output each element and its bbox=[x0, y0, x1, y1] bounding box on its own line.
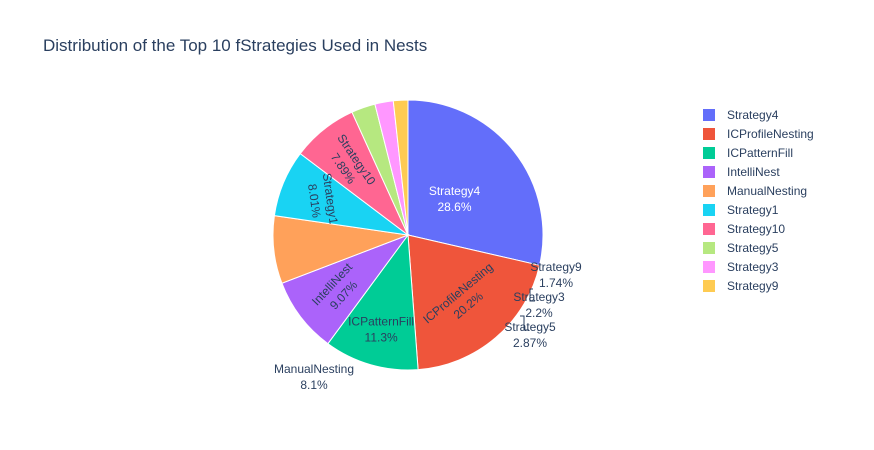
legend-item-strategy4[interactable]: Strategy4 bbox=[703, 108, 779, 122]
legend-item-icpattern-fill[interactable]: ICPatternFill bbox=[703, 146, 793, 160]
pie-slices bbox=[272, 99, 544, 371]
legend-swatch bbox=[703, 109, 715, 121]
slice-strategy4[interactable] bbox=[407, 99, 544, 266]
legend-label: ICProfileNesting bbox=[727, 127, 814, 141]
slice-label-icpattern-fill: ICPatternFill 11.3% bbox=[348, 314, 414, 344]
chart-title: Distribution of the Top 10 fStrategies U… bbox=[43, 36, 427, 55]
legend-item-strategy10[interactable]: Strategy10 bbox=[703, 222, 785, 236]
legend-swatch bbox=[703, 204, 715, 216]
legend-item-strategy3[interactable]: Strategy3 bbox=[703, 260, 779, 274]
legend-label: Strategy10 bbox=[727, 222, 785, 236]
legend-item-manual-nesting[interactable]: ManualNesting bbox=[703, 184, 807, 198]
legend-item-intelli-nest[interactable]: IntelliNest bbox=[703, 165, 780, 179]
slice-strategy9[interactable] bbox=[392, 99, 409, 236]
legend-swatch bbox=[703, 223, 715, 235]
legend-swatch bbox=[703, 147, 715, 159]
leader-line-strategy3 bbox=[529, 288, 535, 302]
legend-label: ICPatternFill bbox=[727, 146, 793, 160]
legend-item-strategy1[interactable]: Strategy1 bbox=[703, 203, 779, 217]
slice-label-strategy9: Strategy9 1.74% bbox=[530, 260, 582, 290]
legend: Strategy4 ICProfileNesting ICPatternFill In… bbox=[703, 108, 814, 293]
slice-icprofile-nesting[interactable] bbox=[407, 234, 541, 371]
legend-swatch bbox=[703, 185, 715, 197]
slice-label-strategy4: Strategy4 28.6% bbox=[429, 184, 481, 214]
legend-label: Strategy1 bbox=[727, 203, 779, 217]
slice-label-strategy3: Strategy3 2.2% bbox=[513, 290, 565, 320]
legend-swatch bbox=[703, 166, 715, 178]
legend-item-strategy9[interactable]: Strategy9 bbox=[703, 279, 779, 293]
legend-swatch bbox=[703, 128, 715, 140]
legend-item-icprofile-nesting[interactable]: ICProfileNesting bbox=[703, 127, 814, 141]
slice-icpattern-fill[interactable] bbox=[327, 233, 419, 371]
legend-swatch bbox=[703, 280, 715, 292]
legend-swatch bbox=[703, 261, 715, 273]
leader-line-strategy5 bbox=[520, 315, 529, 331]
legend-item-strategy5[interactable]: Strategy5 bbox=[703, 241, 779, 255]
legend-label: Strategy3 bbox=[727, 260, 779, 274]
legend-label: Strategy4 bbox=[727, 108, 779, 122]
legend-label: IntelliNest bbox=[727, 165, 780, 179]
legend-label: ManualNesting bbox=[727, 184, 807, 198]
legend-label: Strategy5 bbox=[727, 241, 779, 255]
legend-label: Strategy9 bbox=[727, 279, 779, 293]
slice-labels: Strategy4 28.6%ICProfileNesting20.2%ICPat… bbox=[274, 132, 582, 392]
slice-label-manual-nesting: ManualNesting 8.1% bbox=[274, 362, 354, 392]
slice-label-strategy5: Strategy5 2.87% bbox=[504, 320, 556, 350]
legend-swatch bbox=[703, 242, 715, 254]
